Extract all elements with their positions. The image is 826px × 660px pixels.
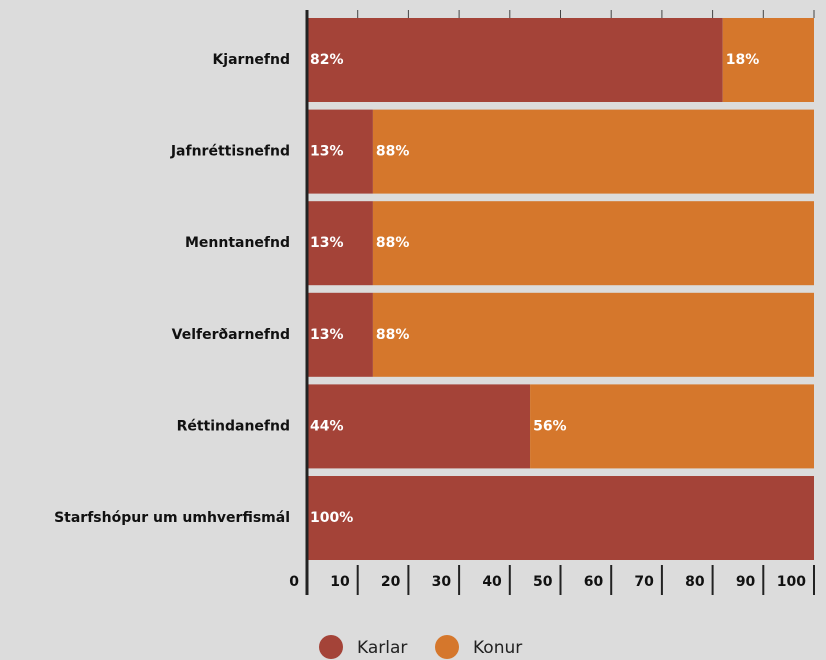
data-label: 44% xyxy=(310,418,344,434)
legend-label: Karlar xyxy=(357,638,407,658)
data-label: 56% xyxy=(533,418,567,434)
bar-segment xyxy=(372,201,814,286)
x-tick-label: 60 xyxy=(584,574,604,590)
x-tick-label: 70 xyxy=(634,574,654,590)
x-tick-label: 30 xyxy=(432,574,452,590)
category-label: Jafnréttisnefnd xyxy=(170,144,290,160)
x-tick-label: 80 xyxy=(685,574,705,590)
legend-swatch xyxy=(435,635,459,659)
x-tick-label: 0 xyxy=(289,574,299,590)
legend-label: Konur xyxy=(473,638,522,658)
category-label: Velferðarnefnd xyxy=(172,327,290,343)
data-label: 88% xyxy=(376,327,410,343)
bar-segment xyxy=(722,18,814,102)
bar-segment xyxy=(530,384,814,469)
data-label: 88% xyxy=(376,235,410,251)
bar-segment xyxy=(307,384,531,469)
bar-segment xyxy=(307,201,373,286)
data-label: 18% xyxy=(726,52,760,68)
bar-segment xyxy=(307,476,814,560)
bars xyxy=(307,18,814,560)
data-label: 13% xyxy=(310,235,344,251)
bar-segment xyxy=(372,292,814,377)
bar-segment xyxy=(307,292,373,377)
x-tick-label: 90 xyxy=(736,574,756,590)
x-tick-label: 40 xyxy=(482,574,502,590)
bar-segment xyxy=(307,109,373,194)
data-label: 88% xyxy=(376,144,410,160)
data-label: 82% xyxy=(310,52,344,68)
x-tick-label: 10 xyxy=(330,574,350,590)
x-tick-label: 100 xyxy=(777,574,806,590)
category-label: Kjarnefnd xyxy=(212,52,290,68)
category-label: Starfshópur um umhverfismál xyxy=(54,510,290,526)
x-tick-label: 20 xyxy=(381,574,401,590)
bar-segment xyxy=(372,109,814,194)
bar-segment xyxy=(307,18,723,102)
data-label: 100% xyxy=(310,510,353,526)
category-label: Menntanefnd xyxy=(185,235,290,251)
legend-swatch xyxy=(319,635,343,659)
x-tick-label: 50 xyxy=(533,574,553,590)
data-label: 13% xyxy=(310,327,344,343)
category-label: Réttindanefnd xyxy=(177,418,290,434)
data-label: 13% xyxy=(310,144,344,160)
